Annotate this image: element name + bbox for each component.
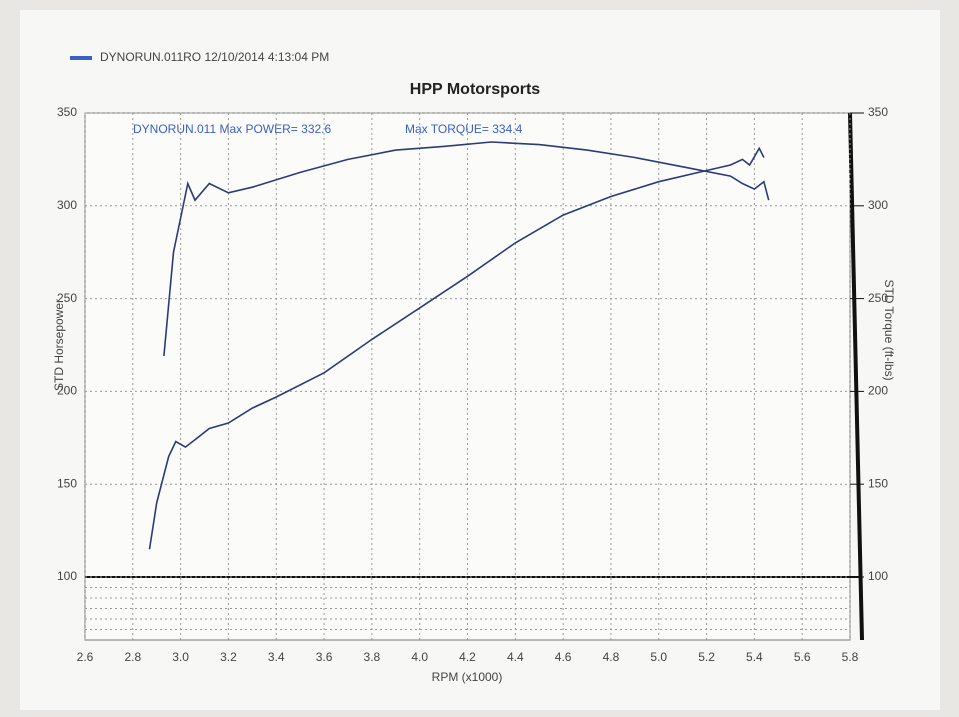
x-tick-label: 3.6 bbox=[316, 650, 333, 664]
x-tick-label: 2.6 bbox=[77, 650, 94, 664]
x-tick-label: 4.2 bbox=[459, 650, 476, 664]
legend-label: DYNORUN.011RO 12/10/2014 4:13:04 PM bbox=[100, 50, 329, 64]
x-tick-label: 3.8 bbox=[364, 650, 381, 664]
chart-title: HPP Motorsports bbox=[410, 81, 540, 98]
y2-tick-label: 200 bbox=[868, 384, 888, 398]
x-tick-label: 5.2 bbox=[698, 650, 715, 664]
x-tick-label: 5.4 bbox=[746, 650, 763, 664]
x-axis-label: RPM (x1000) bbox=[432, 670, 503, 684]
y2-tick-label: 100 bbox=[868, 569, 888, 583]
x-tick-label: 3.2 bbox=[220, 650, 237, 664]
y-tick-label: 300 bbox=[57, 198, 77, 212]
series-line bbox=[148, 146, 765, 550]
y2-tick-label: 150 bbox=[868, 476, 888, 490]
x-tick-label: 4.0 bbox=[411, 650, 428, 664]
x-tick-label: 5.6 bbox=[794, 650, 811, 664]
x-tick-label: 5.8 bbox=[842, 650, 859, 664]
y2-tick-label: 300 bbox=[868, 198, 888, 212]
right-axis bbox=[848, 112, 864, 641]
y-tick-label: 250 bbox=[57, 291, 77, 305]
y2-axis-label: STD Torque (ft-lbs) bbox=[882, 279, 896, 380]
y-tick-label: 150 bbox=[57, 476, 77, 490]
x-tick-label: 5.0 bbox=[650, 650, 667, 664]
x-tick-label: 4.4 bbox=[507, 650, 524, 664]
y2-tick-label: 250 bbox=[868, 291, 888, 305]
series-line bbox=[163, 141, 770, 357]
y2-tick-label: 350 bbox=[868, 105, 888, 119]
x-tick-label: 4.6 bbox=[555, 650, 572, 664]
y-tick-label: 350 bbox=[57, 105, 77, 119]
x-tick-label: 2.8 bbox=[124, 650, 141, 664]
y-axis-label: STD Horsepower bbox=[52, 299, 66, 391]
y-tick-label: 100 bbox=[57, 569, 77, 583]
x-tick-label: 4.8 bbox=[603, 650, 620, 664]
x-tick-label: 3.4 bbox=[268, 650, 285, 664]
annotation: DYNORUN.011 Max POWER= 332.6 bbox=[133, 122, 332, 136]
plot-frame bbox=[84, 112, 851, 641]
x-tick-label: 3.0 bbox=[172, 650, 189, 664]
annotation: Max TORQUE= 334.4 bbox=[405, 122, 523, 136]
y-tick-label: 200 bbox=[57, 384, 77, 398]
